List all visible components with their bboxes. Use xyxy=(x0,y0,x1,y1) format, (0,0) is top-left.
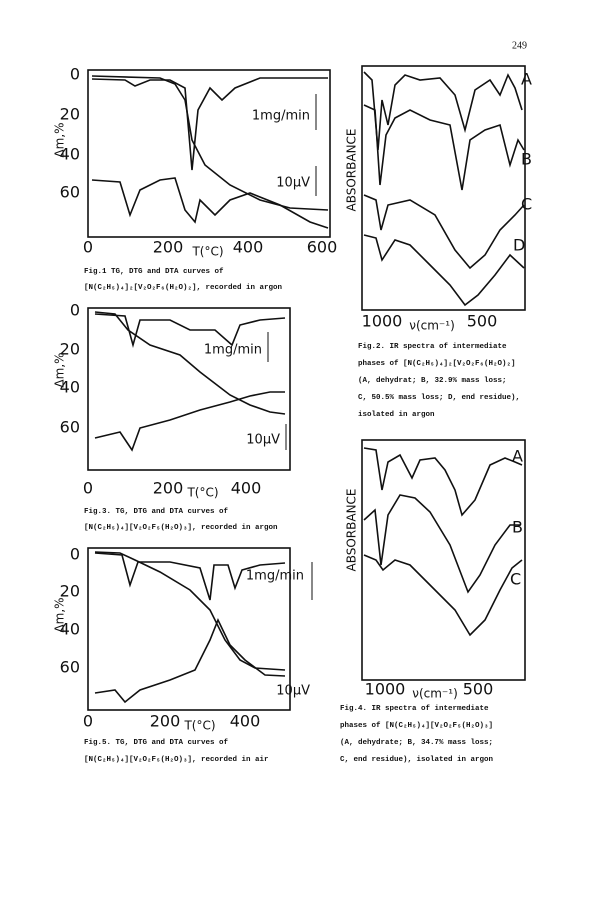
annotation: 10μV xyxy=(276,684,310,699)
figure-5: 0 20 40 60 Δm,% 0 200 400 T(°C) 1mg/min … xyxy=(53,545,313,764)
curve-label: C xyxy=(510,570,521,589)
curve xyxy=(363,194,525,270)
x-tick-label: 200 xyxy=(153,238,184,257)
x-axis-label: T(°C) xyxy=(183,719,215,733)
page-number: 249 xyxy=(512,40,527,51)
caption-line: Fig.1 TG, DTG and DTA curves of xyxy=(84,268,224,276)
curve xyxy=(91,77,328,171)
y-tick-label: 0 xyxy=(70,65,80,84)
figure-3: 0 20 40 60 Δm,% 0 200 400 T(°C) 1mg/min … xyxy=(53,301,291,532)
x-tick-label: 500 xyxy=(463,680,494,699)
curve xyxy=(91,177,329,229)
curve-label: C xyxy=(521,195,532,214)
figure-2: A B C D ABSORBANCE 1000 ν(cm⁻¹) 500 Fig.… xyxy=(345,65,532,419)
caption-line: Fig.3. TG, DTG and DTA curves of xyxy=(84,508,229,516)
y-axis-label: ABSORBANCE xyxy=(345,488,359,571)
caption-line: [N(C₂H₅)₄][V₂O₂F₅(H₂O)₃], recorded in ar… xyxy=(84,524,278,532)
figure-4: A B C ABSORBANCE 1000 ν(cm⁻¹) 500 Fig.4.… xyxy=(340,439,526,764)
curve xyxy=(363,104,525,191)
y-tick-label: 60 xyxy=(60,183,80,202)
curve xyxy=(363,494,520,594)
x-tick-label: 0 xyxy=(83,712,93,731)
curve-label: B xyxy=(512,518,523,537)
curve-label: D xyxy=(513,236,525,255)
y-tick-label: 40 xyxy=(60,145,80,164)
annotation: 1mg/min xyxy=(204,343,262,358)
figure-1: 0 20 40 60 Δm,% 0 200 400 600 T(°C) 1mg/… xyxy=(53,65,338,293)
y-axis-label: Δm,% xyxy=(53,122,67,157)
annotation: 10μV xyxy=(276,176,310,191)
y-tick-label: 20 xyxy=(60,105,80,124)
curve xyxy=(94,618,286,704)
curve-label: B xyxy=(521,150,532,169)
axes-box xyxy=(87,547,291,711)
y-axis-label: Δm,% xyxy=(53,597,67,632)
caption-line: (A, dehydrat; B, 32.9% mass loss; xyxy=(358,377,507,385)
x-tick-label: 1000 xyxy=(362,312,403,331)
x-tick-label: 0 xyxy=(83,479,93,498)
x-tick-label: 200 xyxy=(153,479,184,498)
x-axis-label: ν(cm⁻¹) xyxy=(409,319,455,333)
curve-label: A xyxy=(521,70,532,89)
y-tick-label: 0 xyxy=(70,301,80,320)
x-tick-label: 0 xyxy=(83,238,93,257)
axes-box xyxy=(361,65,526,311)
x-tick-label: 500 xyxy=(467,312,498,331)
x-tick-label: 400 xyxy=(230,712,261,731)
annotation: 1mg/min xyxy=(252,109,310,124)
x-tick-label: 200 xyxy=(150,712,181,731)
caption-line: isolated in argon xyxy=(358,411,435,419)
curve xyxy=(94,551,286,671)
curve xyxy=(94,391,285,452)
curve xyxy=(363,554,523,637)
y-axis-label: Δm,% xyxy=(53,352,67,387)
y-tick-label: 40 xyxy=(60,378,80,397)
caption-line: (A, dehydrate; B, 34.7% mass loss; xyxy=(340,739,493,747)
x-axis-label: ν(cm⁻¹) xyxy=(412,687,458,701)
y-tick-label: 60 xyxy=(60,658,80,677)
axes-box xyxy=(87,307,291,471)
x-axis-label: T(°C) xyxy=(191,245,223,259)
curve xyxy=(363,234,525,307)
annotation: 10μV xyxy=(246,433,280,448)
x-tick-label: 400 xyxy=(231,479,262,498)
caption-line: C, 50.5% mass loss; D, end residue), xyxy=(358,394,520,402)
caption-line: [N(C₂H₅)₄]₂[V₂O₂F₆(H₂O)₂], recorded in a… xyxy=(84,284,283,292)
curve xyxy=(94,552,286,601)
x-tick-label: 600 xyxy=(307,238,338,257)
caption-line: Fig.4. IR spectra of intermediate xyxy=(340,705,489,713)
x-tick-label: 1000 xyxy=(365,680,406,699)
y-tick-label: 20 xyxy=(60,582,80,601)
curve xyxy=(363,71,523,151)
x-axis-label: T(°C) xyxy=(186,486,218,500)
curve-label: A xyxy=(512,447,523,466)
caption-line: [N(C₂H₅)₄][V₂O₂F₅(H₂O)₃], recorded in ai… xyxy=(84,756,269,764)
caption-line: Fig.2. IR spectra of intermediate xyxy=(358,343,507,351)
axes-box xyxy=(87,69,331,238)
x-tick-label: 400 xyxy=(233,238,264,257)
curve xyxy=(94,311,286,415)
curve xyxy=(94,313,286,348)
caption-line: phases of [N(C₂H₅)₄]₂[V₂O₂F₆(H₂O)₂] xyxy=(358,360,516,368)
y-axis-label: ABSORBANCE xyxy=(345,128,359,211)
caption-line: Fig.5. TG, DTG and DTA curves of xyxy=(84,739,229,747)
y-tick-label: 20 xyxy=(60,340,80,359)
annotation: 1mg/min xyxy=(246,569,304,584)
caption-line: C, end residue), isolated in argon xyxy=(340,756,494,764)
y-tick-label: 60 xyxy=(60,418,80,437)
caption-line: phases of [N(C₂H₅)₄][V₂O₂F₅(H₂O)₃] xyxy=(340,722,493,730)
y-tick-label: 0 xyxy=(70,545,80,564)
curve xyxy=(91,75,329,211)
y-tick-label: 40 xyxy=(60,620,80,639)
curve xyxy=(363,447,523,517)
axes-box xyxy=(361,439,526,681)
